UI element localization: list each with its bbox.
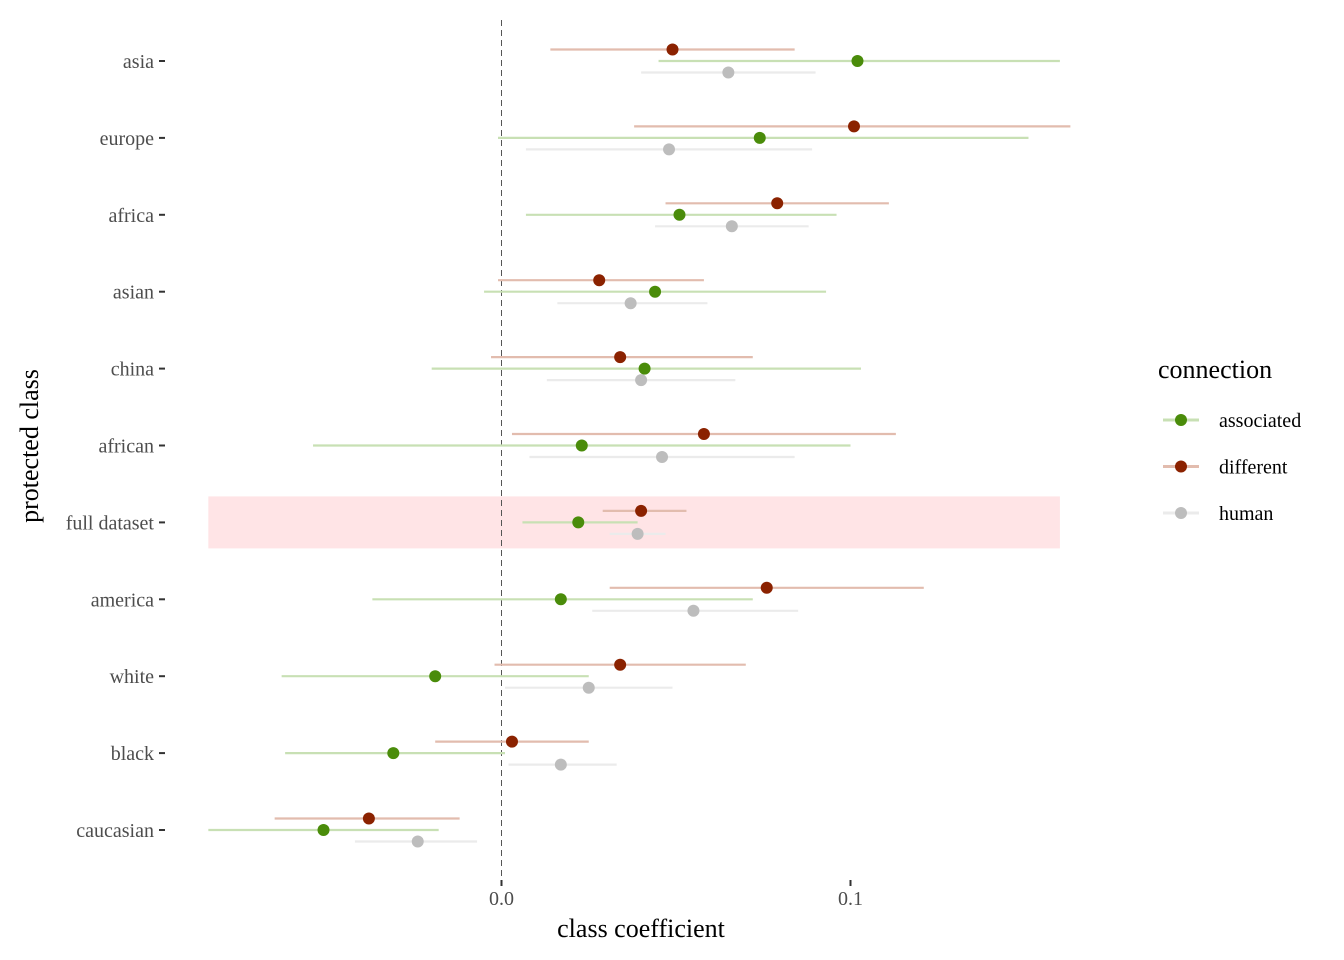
legend-key-point-associated <box>1175 414 1187 426</box>
y-tick-label-africa: africa <box>108 205 154 227</box>
point-different-black <box>505 735 518 748</box>
point-different-caucasian <box>362 812 375 825</box>
point-associated-white <box>429 670 442 683</box>
point-human-america <box>687 604 700 617</box>
point-different-europe <box>847 120 860 133</box>
point-different-america <box>760 581 773 594</box>
point-associated-china <box>638 362 651 375</box>
point-associated-asia <box>851 55 864 67</box>
point-human-black <box>554 758 567 771</box>
point-human-asian <box>624 297 637 310</box>
point-layer <box>317 43 864 848</box>
point-associated-asian <box>649 285 662 298</box>
point-human-caucasian <box>411 835 424 848</box>
point-human-full-dataset <box>631 527 644 540</box>
legend-key-point-different <box>1175 460 1187 473</box>
point-associated-black <box>387 747 400 760</box>
x-axis-title: class coefficient <box>557 914 725 943</box>
legend-keys: associated different human <box>1163 410 1301 525</box>
point-associated-africa <box>673 208 686 221</box>
legend-label-human: human <box>1219 503 1273 525</box>
y-tick-label-asia: asia <box>123 51 154 73</box>
point-human-africa <box>725 220 738 233</box>
point-different-white <box>614 658 627 671</box>
legend-label-associated: associated <box>1219 410 1301 432</box>
point-different-asian <box>593 274 606 287</box>
y-tick-label-europe: europe <box>100 128 155 150</box>
y-tick-label-african: african <box>98 436 154 458</box>
y-tick-label-china: china <box>111 359 154 381</box>
x-tick-label-0-0: 0.0 <box>489 888 514 910</box>
point-associated-europe <box>753 131 766 144</box>
y-tick-label-caucasian: caucasian <box>76 820 154 842</box>
legend-label-different: different <box>1219 457 1288 479</box>
point-associated-america <box>554 593 567 606</box>
y-tick-label-white: white <box>110 666 155 688</box>
point-different-africa <box>771 197 784 210</box>
y-tick-label-america: america <box>91 589 154 611</box>
y-axis-title: protected class <box>15 369 44 523</box>
point-different-full-dataset <box>635 504 648 517</box>
point-human-china <box>635 374 648 387</box>
legend-title: connection <box>1158 355 1272 384</box>
legend: connection associated different human <box>1158 355 1301 525</box>
point-human-asia <box>722 66 735 79</box>
legend-key-point-human <box>1175 507 1187 519</box>
y-tick-label-asian: asian <box>113 282 154 304</box>
point-associated-african <box>575 439 588 452</box>
y-axis: asia europe africa asian china african full da… <box>66 51 165 842</box>
y-tick-label-full-dataset: full dataset <box>66 512 155 534</box>
point-different-china <box>614 351 627 364</box>
x-tick-label-0-1: 0.1 <box>838 888 863 910</box>
y-tick-label-black: black <box>111 743 154 765</box>
point-associated-caucasian <box>317 824 330 836</box>
point-human-white <box>582 681 595 694</box>
point-human-african <box>656 451 669 463</box>
x-axis: 0.0 0.1 <box>489 880 863 910</box>
point-different-african <box>697 428 710 440</box>
point-associated-full-dataset <box>572 516 585 529</box>
errorbar-layer <box>208 48 1071 843</box>
point-different-asia <box>666 43 679 56</box>
point-human-europe <box>663 143 676 156</box>
